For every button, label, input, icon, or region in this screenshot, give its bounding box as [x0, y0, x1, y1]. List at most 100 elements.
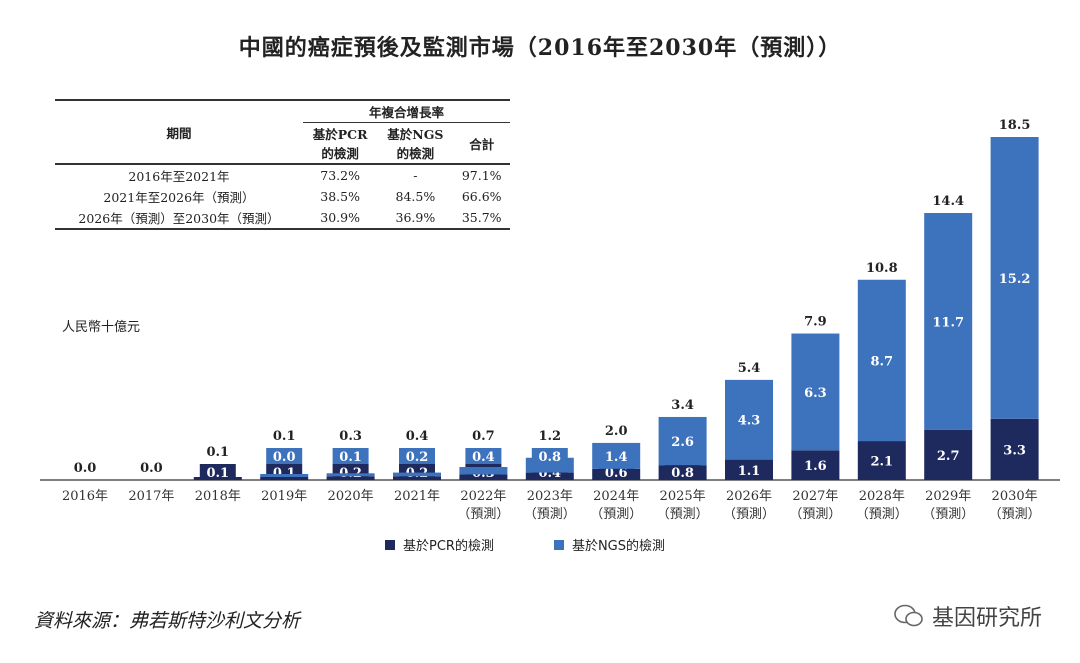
wechat-icon — [894, 604, 923, 627]
x-tick-label: 2016年 — [62, 489, 108, 504]
bar-pcr — [990, 418, 1039, 480]
x-tick-sublabel: （預測） — [657, 507, 709, 522]
label-box-ngs — [531, 448, 568, 464]
data-label-pcr: 0.8 — [671, 466, 694, 481]
x-tick-label: 2021年 — [394, 489, 440, 504]
bar-ngs — [326, 473, 375, 477]
x-tick-label: 2020年 — [328, 489, 374, 504]
x-tick-sublabel: （預測） — [989, 507, 1041, 522]
data-label-total: 18.5 — [999, 118, 1031, 133]
data-label-total: 0.4 — [406, 429, 429, 444]
x-tick-label: 2019年 — [261, 489, 307, 504]
data-label-pcr: 1.1 — [738, 464, 761, 479]
x-tick-label: 2022年 — [460, 489, 506, 504]
bar-ngs — [857, 279, 906, 442]
data-label-total: 0.0 — [74, 461, 97, 476]
data-label-total: 0.1 — [273, 429, 296, 444]
data-label-ngs: 0.8 — [538, 450, 561, 465]
data-label-ngs: 1.4 — [605, 450, 628, 465]
data-label-pcr: 0.1 — [206, 466, 229, 481]
bar-pcr — [857, 441, 906, 480]
data-label-pcr: 0.1 — [273, 466, 296, 481]
data-label-total: 7.9 — [804, 315, 827, 330]
x-tick-label: 2028年 — [859, 489, 905, 504]
table-row: 2016年至2021年 73.2% -97.1% — [128, 168, 502, 184]
x-tick-label: 2017年 — [128, 489, 174, 504]
y-axis-unit-label: 人民幣十億元 — [62, 320, 141, 335]
header-period: 期間 — [55, 100, 303, 165]
x-tick-sublabel: （預測） — [856, 507, 908, 522]
x-tick-label: 2025年 — [660, 489, 706, 504]
bar-pcr — [924, 429, 973, 480]
data-label-total: 0.3 — [339, 429, 362, 444]
x-tick-label: 2018年 — [195, 489, 241, 504]
data-label-total: 2.0 — [605, 424, 628, 439]
data-label-total: 14.4 — [932, 194, 964, 209]
data-label-ngs: 6.3 — [804, 386, 827, 401]
bar-pcr — [725, 459, 773, 480]
label-box-pcr — [664, 464, 701, 480]
data-label-total: 1.2 — [538, 429, 561, 444]
x-tick-sublabel: （預測） — [457, 507, 509, 522]
legend-item-pcr: 基於PCR的檢測 — [385, 535, 494, 554]
bar-ngs — [990, 137, 1039, 419]
header-pcr: 基於PCR 的檢測 — [312, 127, 368, 161]
data-label-total: 0.0 — [140, 461, 163, 476]
bar-ngs — [791, 333, 840, 451]
data-label-pcr: 2.7 — [937, 449, 960, 464]
source-note: 資料來源：弗若斯特沙利文分析 — [34, 610, 301, 632]
data-label-pcr: 2.1 — [870, 455, 893, 470]
bar-ngs — [924, 213, 973, 430]
data-label-pcr: 3.3 — [1003, 443, 1026, 458]
data-label-total: 10.8 — [866, 261, 898, 276]
bar-ngs — [459, 467, 508, 475]
x-tick-sublabel: （預測） — [922, 507, 974, 522]
data-label-ngs: 15.2 — [999, 272, 1031, 287]
legend-swatch-ngs — [553, 539, 564, 550]
table-row: 2021年至2026年（預測） 38.5% 84.5% 66.6% — [103, 189, 502, 205]
label-box-ngs — [465, 448, 502, 464]
x-tick-label: 2026年 — [726, 489, 772, 504]
data-label-pcr: 1.6 — [804, 459, 827, 474]
header-ngs: 基於NGS 的檢測 — [387, 127, 444, 161]
data-label-ngs: 11.7 — [932, 315, 964, 330]
table-row: 2026年（預測）至2030年（預測） 30.9% 36.9% 35.7% — [55, 207, 510, 229]
bar-ngs — [658, 416, 707, 466]
x-tick-sublabel: （預測） — [789, 507, 841, 522]
cagr-table: 期間 年複合增長率 基於PCR 的檢測 基於NGS 的檢測 合計 2016年至202… — [55, 99, 510, 230]
bar-ngs — [393, 472, 441, 477]
x-tick-label: 2027年 — [792, 489, 838, 504]
label-box-ngs — [399, 448, 435, 464]
chart-title: 中國的癌症預後及監測市場（2016年至2030年（預測）） — [238, 35, 842, 61]
legend-item-ngs: 基於NGS的檢測 — [553, 535, 665, 554]
x-tick-label: 2024年 — [593, 489, 639, 504]
x-tick-label: 2030年 — [992, 489, 1038, 504]
label-box-ngs — [332, 448, 369, 464]
data-label-ngs: 0.2 — [406, 450, 429, 465]
data-label-ngs: 0.1 — [339, 450, 362, 465]
header-cagr: 年複合增長率 — [302, 100, 510, 123]
data-label-ngs: 8.7 — [870, 354, 893, 369]
data-label-ngs: 2.6 — [671, 435, 694, 450]
watermark: 基因研究所 — [894, 600, 1042, 632]
data-label-ngs: 0.4 — [472, 450, 495, 465]
data-label-total: 5.4 — [738, 361, 761, 376]
x-tick-label: 2023年 — [527, 489, 573, 504]
label-box-ngs — [266, 448, 303, 464]
bar-ngs — [260, 474, 309, 477]
legend-swatch-pcr — [385, 539, 395, 550]
x-tick-sublabel: （預測） — [723, 507, 775, 522]
x-tick-sublabel: （預測） — [524, 507, 576, 522]
bar-ngs — [592, 442, 641, 469]
data-label-total: 0.1 — [206, 445, 229, 460]
data-label-ngs: 0.0 — [273, 450, 296, 465]
data-label-ngs: 4.3 — [738, 414, 761, 429]
x-tick-label: 2029年 — [925, 489, 971, 504]
bar-pcr — [791, 450, 840, 480]
header-total: 合計 — [469, 136, 495, 152]
label-box-pcr — [199, 464, 236, 480]
data-label-total: 3.4 — [671, 398, 694, 413]
data-label-total: 0.7 — [472, 429, 495, 444]
